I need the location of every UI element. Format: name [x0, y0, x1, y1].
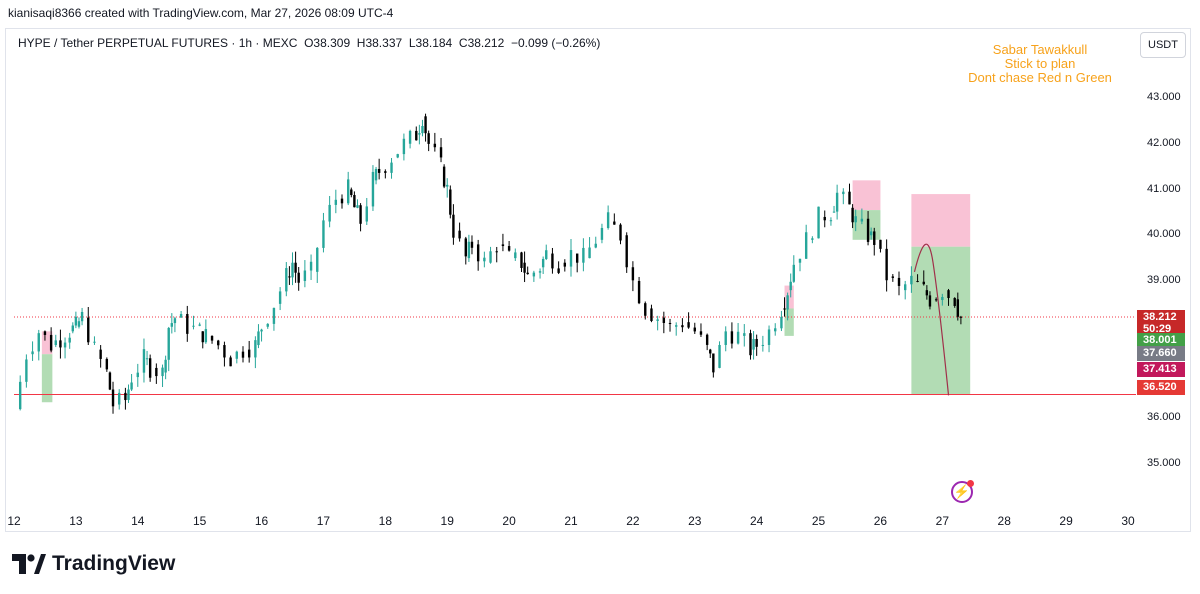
price-tag: 37.660	[1137, 346, 1185, 362]
x-tick-label: 16	[254, 514, 269, 528]
price-tag: 38.001	[1137, 332, 1185, 348]
note-line-3: Dont chase Red n Green	[968, 70, 1112, 85]
x-tick-label: 24	[749, 514, 764, 528]
tradingview-brand: TradingView	[12, 552, 175, 576]
chart-note: Sabar Tawakkull Stick to plan Dont chase…	[940, 43, 1140, 85]
attribution-text: kianisaqi8366 created with TradingView.c…	[8, 6, 394, 20]
x-tick-label: 27	[935, 514, 950, 528]
symbol-legend: HYPE / Tether PERPETUAL FUTURES · 1h · M…	[18, 36, 600, 50]
price-tag: 37.413	[1137, 361, 1185, 377]
x-tick-label: 12	[7, 514, 21, 528]
chart-frame	[5, 28, 1191, 532]
x-tick-label: 20	[502, 514, 516, 528]
x-tick-label: 21	[564, 514, 578, 528]
tradingview-logo-icon	[12, 554, 46, 574]
x-tick-label: 14	[131, 514, 145, 528]
note-line-2: Stick to plan	[1004, 56, 1076, 71]
x-tick-label: 25	[811, 514, 826, 528]
y-tick-label: 41.000	[1147, 182, 1181, 195]
brand-name: TradingView	[52, 552, 176, 575]
currency-button[interactable]: USDT	[1140, 32, 1186, 58]
change-value: −0.099 (−0.26%)	[510, 36, 601, 50]
x-tick-label: 29	[1059, 514, 1073, 528]
x-tick-label: 13	[69, 514, 83, 528]
y-tick-label: 40.000	[1147, 228, 1181, 241]
price-tag: 36.520	[1137, 380, 1185, 396]
symbol-name[interactable]: HYPE / Tether PERPETUAL FUTURES · 1h · M…	[18, 36, 298, 50]
low-value: L38.184	[408, 36, 453, 50]
y-tick-label: 42.000	[1147, 136, 1181, 149]
y-tick-label: 36.000	[1147, 411, 1181, 424]
note-line-1: Sabar Tawakkull	[992, 42, 1088, 57]
close-value: C38.212	[458, 36, 505, 50]
x-tick-label: 19	[440, 514, 454, 528]
notification-dot-icon	[967, 480, 974, 487]
y-tick-label: 39.000	[1147, 274, 1181, 286]
high-value: H38.337	[356, 36, 403, 50]
x-tick-label: 17	[316, 514, 331, 528]
x-tick-label: 15	[192, 514, 207, 528]
open-value: O38.309	[304, 36, 351, 50]
x-tick-label: 30	[1121, 514, 1135, 528]
x-tick-label: 22	[626, 514, 640, 528]
x-tick-label: 28	[997, 514, 1011, 528]
price-tag: 38.212	[1137, 310, 1185, 326]
x-tick-label: 18	[378, 514, 393, 528]
alert-bolt-icon[interactable]: ⚡	[951, 480, 974, 503]
y-tick-label: 43.000	[1147, 91, 1181, 103]
x-tick-label: 23	[688, 514, 702, 528]
y-tick-label: 35.000	[1147, 457, 1181, 469]
x-tick-label: 26	[873, 514, 888, 528]
